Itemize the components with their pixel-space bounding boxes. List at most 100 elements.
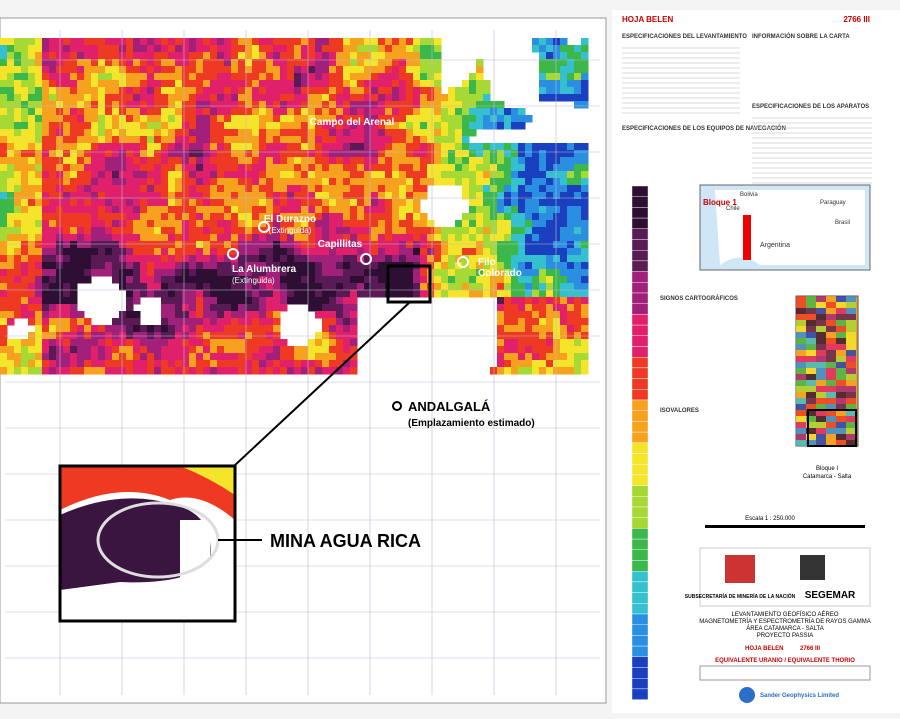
heat-cell <box>273 269 281 277</box>
heat-cell <box>14 38 22 46</box>
heat-cell <box>350 157 358 165</box>
heat-cell <box>14 73 22 81</box>
heat-cell <box>399 108 407 116</box>
heat-cell <box>301 115 309 123</box>
heat-cell <box>518 262 526 270</box>
heat-cell <box>133 290 141 298</box>
heat-cell <box>196 241 204 249</box>
heat-cell <box>420 178 428 186</box>
heat-cell <box>441 122 449 130</box>
heat-cell <box>77 38 85 46</box>
heat-cell <box>91 227 99 235</box>
heat-cell <box>84 59 92 67</box>
heat-cell <box>560 52 568 60</box>
heat-cell <box>14 171 22 179</box>
heat-cell <box>553 290 561 298</box>
heat-cell <box>175 311 183 319</box>
heat-cell <box>119 150 127 158</box>
heat-cell <box>161 59 169 67</box>
heat-cell <box>469 248 477 256</box>
heat-cell <box>371 262 379 270</box>
heat-cell <box>161 227 169 235</box>
heat-cell <box>560 150 568 158</box>
heat-cell <box>560 297 568 305</box>
heat-cell <box>378 136 386 144</box>
heat-cell <box>399 45 407 53</box>
heat-cell <box>14 283 22 291</box>
heat-cell <box>35 206 43 214</box>
heat-cell <box>140 353 148 361</box>
heat-cell <box>42 80 50 88</box>
heat-cell <box>539 94 547 102</box>
heat-cell <box>119 87 127 95</box>
heat-cell <box>168 45 176 53</box>
heat-cell <box>217 262 225 270</box>
heat-cell <box>343 276 351 284</box>
heat-cell <box>497 101 505 109</box>
heat-cell <box>196 206 204 214</box>
heat-cell <box>371 52 379 60</box>
heat-cell <box>553 325 561 333</box>
color-bar-cell <box>631 207 649 219</box>
heat-cell <box>308 185 316 193</box>
heat-cell <box>497 248 505 256</box>
heat-cell <box>315 367 323 375</box>
heat-cell <box>343 178 351 186</box>
heat-cell <box>273 297 281 305</box>
index-cell <box>846 344 856 350</box>
heat-cell <box>175 108 183 116</box>
heat-cell <box>343 129 351 137</box>
heat-cell <box>350 38 358 46</box>
heat-cell <box>406 192 414 200</box>
heat-cell <box>189 164 197 172</box>
heat-cell <box>546 276 554 284</box>
heat-cell <box>28 206 36 214</box>
heat-cell <box>203 367 211 375</box>
heat-cell <box>224 346 232 354</box>
heat-cell <box>217 339 225 347</box>
heat-cell <box>287 206 295 214</box>
heat-cell <box>175 45 183 53</box>
index-cell <box>826 392 836 398</box>
heat-cell <box>294 220 302 228</box>
heat-cell <box>203 143 211 151</box>
heat-cell <box>126 178 134 186</box>
heat-cell <box>385 66 393 74</box>
color-bar-cell <box>631 324 649 337</box>
heat-cell <box>350 129 358 137</box>
heat-cell <box>0 66 8 74</box>
heat-cell <box>441 129 449 137</box>
heat-cell <box>329 164 337 172</box>
heat-cell <box>357 108 365 116</box>
heat-cell <box>196 164 204 172</box>
heat-cell <box>266 227 274 235</box>
heat-cell <box>399 248 407 256</box>
heat-cell <box>189 45 197 53</box>
heat-cell <box>511 150 519 158</box>
heat-cell <box>483 150 491 158</box>
heat-cell <box>105 52 113 60</box>
heat-cell <box>14 129 22 137</box>
heat-cell <box>294 248 302 256</box>
heat-cell <box>574 206 582 214</box>
heat-cell <box>462 234 470 242</box>
heat-cell <box>427 45 435 53</box>
heat-cell <box>546 45 554 53</box>
heat-cell <box>539 220 547 228</box>
heat-cell <box>420 80 428 88</box>
heat-cell <box>581 143 589 151</box>
heat-cell <box>168 304 176 312</box>
heat-cell <box>70 185 78 193</box>
heat-cell <box>308 206 316 214</box>
heat-cell <box>532 360 540 368</box>
heat-cell <box>371 178 379 186</box>
heat-cell <box>35 87 43 95</box>
heat-cell <box>560 304 568 312</box>
heat-cell <box>238 87 246 95</box>
heat-cell <box>336 164 344 172</box>
heat-cell <box>434 115 442 123</box>
heat-cell <box>322 192 330 200</box>
heat-cell <box>98 80 106 88</box>
heat-cell <box>308 339 316 347</box>
